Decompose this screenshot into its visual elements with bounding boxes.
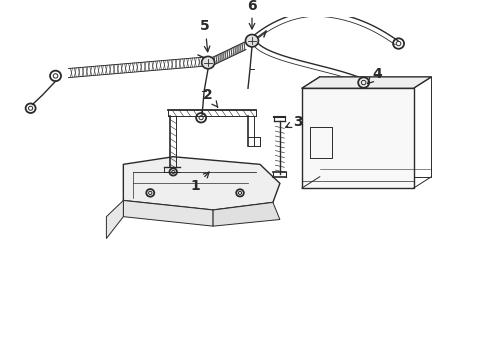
Text: 3: 3 xyxy=(286,114,303,129)
Text: 5: 5 xyxy=(200,19,210,52)
Text: 6: 6 xyxy=(247,0,257,29)
Circle shape xyxy=(245,35,258,47)
Polygon shape xyxy=(123,201,213,226)
Polygon shape xyxy=(123,157,280,210)
Polygon shape xyxy=(302,88,414,188)
Polygon shape xyxy=(213,202,280,226)
Polygon shape xyxy=(302,77,432,88)
Polygon shape xyxy=(106,201,123,239)
Text: 1: 1 xyxy=(190,172,209,193)
Circle shape xyxy=(201,57,215,69)
Text: 4: 4 xyxy=(368,67,383,84)
Text: 2: 2 xyxy=(203,88,218,107)
